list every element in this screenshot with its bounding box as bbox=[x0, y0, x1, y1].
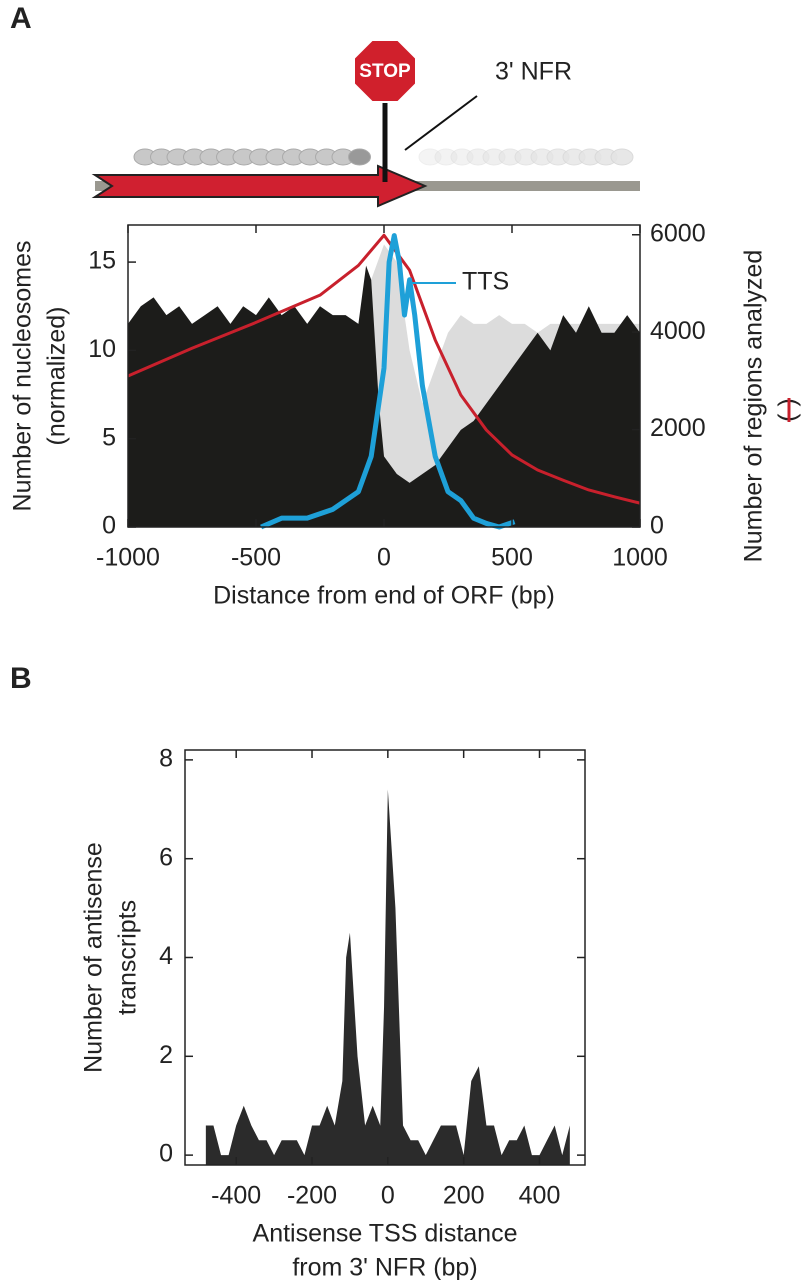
y2-tick-label: 0 bbox=[650, 512, 664, 540]
y-tick-label: 0 bbox=[102, 512, 116, 540]
nucleosome bbox=[418, 148, 442, 166]
area bbox=[128, 265, 640, 527]
y2-axis-label: Number of regions analyzed bbox=[740, 250, 768, 563]
nucleosome bbox=[434, 148, 458, 166]
x-tick-label: -1000 bbox=[96, 544, 160, 572]
y-tick-label: 2 bbox=[159, 1041, 173, 1069]
area bbox=[205, 789, 570, 1165]
nfr-label: 3' NFR bbox=[495, 58, 572, 86]
x-axis-label: Distance from end of ORF (bp) bbox=[213, 582, 555, 610]
y-axis-label: Number of nucleosomes bbox=[9, 241, 37, 512]
y-tick-label: 5 bbox=[102, 423, 116, 451]
x-tick-label: -400 bbox=[211, 1182, 261, 1210]
x-axis-label: Antisense TSS distance bbox=[253, 1220, 518, 1248]
x-tick-label: -500 bbox=[231, 544, 281, 572]
y-tick-label: 10 bbox=[88, 335, 116, 363]
line bbox=[127, 233, 641, 505]
y-tick-label: 4 bbox=[159, 942, 173, 970]
x-tick-label: 400 bbox=[519, 1182, 561, 1210]
y-tick-label: 6 bbox=[159, 843, 173, 871]
x-tick-label: 1000 bbox=[612, 544, 668, 572]
stop-label: STOP bbox=[359, 61, 411, 82]
y-axis-label: Number of antisense bbox=[80, 842, 108, 1073]
line bbox=[260, 233, 516, 530]
x-tick-label: 0 bbox=[377, 544, 391, 572]
y-tick-label: 15 bbox=[88, 247, 116, 275]
x-tick-label: -200 bbox=[287, 1182, 337, 1210]
x-axis-label: from 3' NFR (bp) bbox=[292, 1254, 477, 1280]
x-tick-label: 0 bbox=[381, 1182, 395, 1210]
y-axis-label: (normalized) bbox=[43, 307, 71, 446]
panel-label: A bbox=[10, 2, 32, 35]
nucleosome bbox=[610, 148, 634, 166]
nucleosome bbox=[348, 148, 371, 166]
orf-arrow bbox=[91, 164, 428, 208]
stop-sign bbox=[353, 39, 417, 103]
x-tick-label: 200 bbox=[443, 1182, 485, 1210]
nucleosomes bbox=[133, 148, 634, 166]
y2-tick-label: 4000 bbox=[650, 317, 706, 345]
y2-tick-label: 2000 bbox=[650, 414, 706, 442]
x-tick-label: 500 bbox=[491, 544, 533, 572]
gene-diagram: STOP 3' NFR bbox=[91, 39, 640, 208]
y2-tick-label: 6000 bbox=[650, 219, 706, 247]
nfr-pointer bbox=[404, 95, 478, 151]
y-axis-label: transcripts bbox=[114, 900, 142, 1015]
annotation: TTS bbox=[462, 268, 509, 296]
y-tick-label: 8 bbox=[159, 744, 173, 772]
panel-label: B bbox=[10, 662, 32, 695]
y-tick-label: 0 bbox=[159, 1140, 173, 1168]
